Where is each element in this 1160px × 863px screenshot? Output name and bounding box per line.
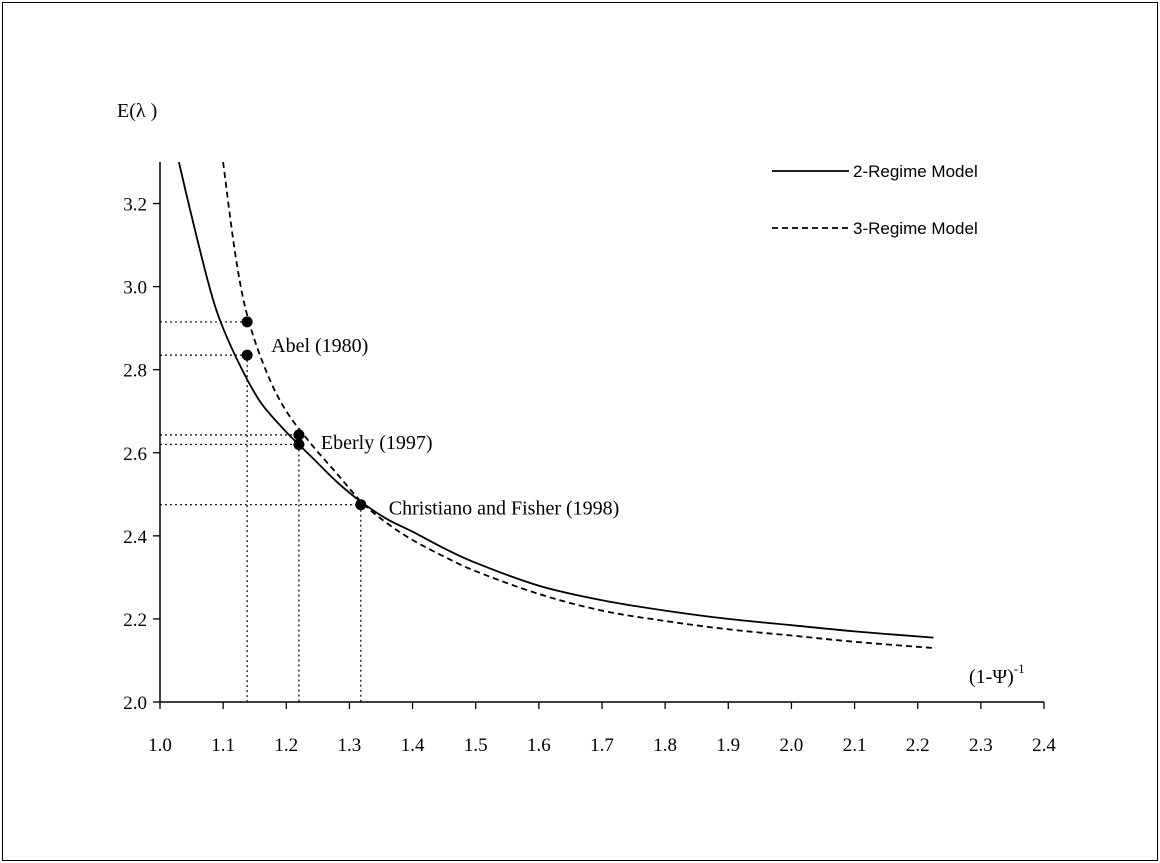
annotation-label-2: Christiano and Fisher (1998) bbox=[389, 498, 620, 520]
x-tick-label-3: 1.3 bbox=[338, 735, 362, 756]
legend: 2-Regime Model 3-Regime Model bbox=[772, 162, 978, 238]
x-tick-label-1: 1.1 bbox=[211, 735, 235, 756]
x-tick-label-5: 1.5 bbox=[464, 735, 488, 756]
guide-lines bbox=[160, 321, 362, 702]
x-tick-label-12: 2.2 bbox=[906, 735, 930, 756]
x-axis-title: (1-Ψ)-1 bbox=[969, 661, 1025, 688]
series-line-2 bbox=[222, 161, 934, 649]
y-tick-label-4: 2.8 bbox=[123, 361, 147, 382]
annotation-marker-1 bbox=[241, 349, 253, 361]
y-tick-label-6: 3.2 bbox=[123, 195, 147, 216]
x-tick-label-11: 2.1 bbox=[843, 735, 867, 756]
series-layer bbox=[178, 161, 934, 649]
x-tick-label-7: 1.7 bbox=[590, 735, 614, 756]
x-tick-label-14: 2.4 bbox=[1032, 735, 1056, 756]
annotation-label-1: Eberly (1997) bbox=[321, 432, 433, 454]
y-tick-label-2: 2.4 bbox=[123, 527, 147, 548]
annotation-marker-2 bbox=[293, 429, 305, 441]
x-tick-label-9: 1.9 bbox=[716, 735, 740, 756]
axes bbox=[159, 162, 1044, 703]
x-tick-label-10: 2.0 bbox=[780, 735, 804, 756]
x-tick-label-6: 1.6 bbox=[527, 735, 551, 756]
y-tick-label-1: 2.2 bbox=[123, 610, 147, 631]
x-tick-label-4: 1.4 bbox=[401, 735, 425, 756]
x-tick-label-13: 2.3 bbox=[969, 735, 993, 756]
x-tick-label-2: 1.2 bbox=[274, 735, 298, 756]
series-line-1 bbox=[178, 161, 934, 639]
annotation-labels: Abel (1980) Eberly (1997) Christiano and F… bbox=[271, 335, 619, 520]
x-tick-label-0: 1.0 bbox=[148, 735, 172, 756]
x-axis-title-exponent: -1 bbox=[1014, 661, 1025, 676]
annotation-marker-3 bbox=[293, 438, 305, 450]
ticks: 1.0 1.1 1.2 1.3 1.4 1.5 1.6 1.7 1.8 1.9 2.0 2.1 2.2 2… bbox=[123, 195, 1056, 756]
x-tick-label-8: 1.8 bbox=[653, 735, 677, 756]
y-tick-label-5: 3.0 bbox=[123, 278, 147, 299]
annotation-marker-4 bbox=[355, 499, 367, 511]
legend-label-1: 2-Regime Model bbox=[853, 162, 978, 181]
y-axis-title: E(λ ) bbox=[117, 100, 157, 122]
x-axis-title-base: (1-Ψ) bbox=[969, 666, 1014, 688]
legend-label-2: 3-Regime Model bbox=[853, 219, 978, 238]
annotation-marker-0 bbox=[241, 316, 253, 328]
y-tick-label-0: 2.0 bbox=[123, 693, 147, 714]
annotation-label-0: Abel (1980) bbox=[271, 335, 368, 357]
y-tick-label-3: 2.6 bbox=[123, 444, 147, 465]
annotation-markers bbox=[241, 316, 367, 511]
chart: 1.0 1.1 1.2 1.3 1.4 1.5 1.6 1.7 1.8 1.9 2.0 2.1 2.2 2… bbox=[117, 100, 1056, 756]
